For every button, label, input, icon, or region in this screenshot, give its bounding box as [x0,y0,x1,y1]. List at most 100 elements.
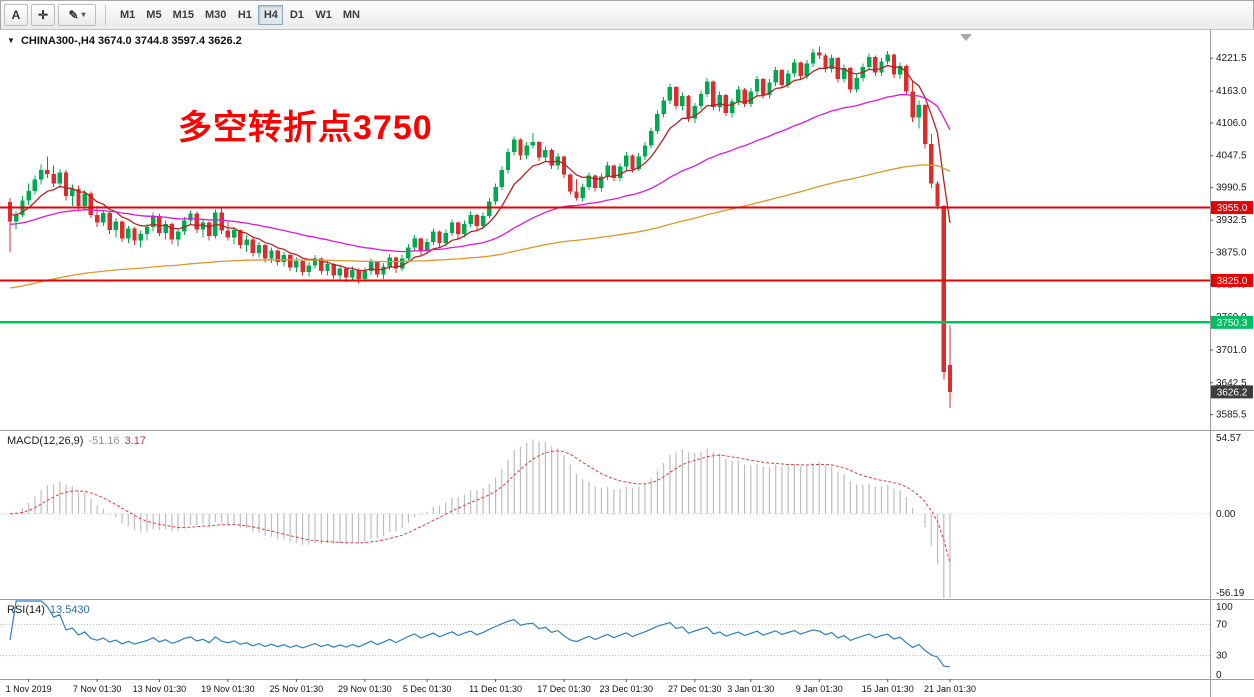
candle-body [132,228,137,241]
candle-body [661,100,666,114]
price-axis-label: 4163.0 [1216,86,1247,97]
candle-body [449,222,455,233]
candle-body [512,139,517,153]
time-axis-label: 7 Nov 01:30 [73,684,122,694]
candle-body [356,269,361,279]
candle-body [219,212,224,231]
candle-body [225,230,231,238]
cursor-tool-button[interactable]: A [4,3,28,26]
candle-body [113,221,119,230]
timeframe-button-d1[interactable]: D1 [284,5,309,25]
rsi-line [9,600,951,668]
candle-body [38,170,44,180]
candle-body [916,104,922,118]
candle-body [32,179,38,191]
candle-body [399,258,405,269]
timeframe-button-w1[interactable]: W1 [310,5,337,25]
symbol-period-label: CHINA300-,H4 [20,35,95,47]
time-axis-label: 29 Nov 01:30 [338,684,392,694]
pencil-icon: ✎ [68,7,79,22]
candle-body [281,255,287,262]
candle-body [437,231,442,243]
candle-body [686,96,691,119]
timeframe-button-m5[interactable]: M5 [141,5,166,25]
horizontal-level-lines[interactable] [0,206,1210,324]
timeframe-button-mn[interactable]: MN [338,5,365,25]
price-tag-3750.3-label: 3750.3 [1217,318,1248,329]
candles [7,46,953,409]
candle-body [935,183,940,206]
candle-body [393,257,399,269]
candle-body [474,214,480,227]
timeframe-button-h1[interactable]: H1 [232,5,257,25]
candle-body [343,268,349,278]
timeframe-button-m15[interactable]: M15 [168,5,199,25]
candle-body [63,172,69,196]
candle-body [51,173,56,184]
current-price-tag [1211,385,1253,399]
candle-body [736,89,741,102]
timeframe-button-h4[interactable]: H4 [258,4,284,25]
candle-body [138,233,143,241]
moving-average-lines [9,64,951,289]
candle-body [873,56,878,73]
candle-body [854,78,859,90]
candle-body [7,201,13,222]
candle-body [269,250,274,259]
candle-body [169,223,175,240]
axis-labels: 4221.5 4163.0 4106.0 4047.5 3990.5 3932.5 3875… [6,34,1253,694]
candle-body [207,222,212,237]
candle-body [238,230,243,246]
price-tag-3750.3 [1211,315,1253,329]
candle-body [574,191,579,199]
candle-body [561,156,567,175]
candle-body [275,250,280,262]
candle-body [692,106,697,119]
candle-body [922,104,928,145]
candle-body [717,94,722,108]
price-axis-label: 3875.0 [1216,247,1247,258]
candle-body [337,268,343,276]
macd-main-value: -51.16 [88,435,120,447]
candle-body [194,213,199,230]
price-chart-svg[interactable]: 4221.5 4163.0 4106.0 4047.5 3990.5 3932.5 3875… [0,30,1254,697]
price-tag-3955.0 [1211,201,1253,215]
rsi-indicator-label: RSI(14) 13.5430 [7,604,90,616]
candle-body [107,213,112,230]
candle-body [362,270,368,279]
candle-body [617,166,623,178]
candle-body [45,170,50,174]
drawing-tools-drop[interactable]: ✎ ▾ [58,3,96,26]
candle-body [711,81,716,108]
chart-toolbar: A ✛ ✎ ▾ M1 M5 M15 M30 H1 H4 D1 W1 MN [0,0,1254,30]
candle-body [518,139,523,156]
time-axis-label: 27 Dec 01:30 [668,684,722,694]
candle-body [767,82,772,95]
candle-body [150,215,156,228]
time-axis-label: 1 Nov 2019 [6,684,52,694]
candle-body [891,54,897,75]
timeframe-button-m1[interactable]: M1 [115,5,140,25]
time-axis-label: 3 Jan 01:30 [727,684,774,694]
chart-area[interactable]: 4221.5 4163.0 4106.0 4047.5 3990.5 3932.5 3875… [0,30,1254,697]
chart-shift-marker [960,34,972,41]
rsi-scale-label: 0 [1216,670,1222,681]
candle-body [319,258,324,271]
macd-scale-label: 0.00 [1216,509,1236,520]
candle-body [611,165,617,178]
rsi-name: RSI(14) [7,604,45,616]
macd-scale-label: -56.19 [1216,588,1245,599]
timeframe-button-m30[interactable]: M30 [200,5,231,25]
time-axis-label: 15 Jan 01:30 [862,684,914,694]
crosshair-tool-button[interactable]: ✛ [31,3,55,26]
candle-body [14,214,19,222]
candle-body [294,260,299,268]
candle-body [487,201,492,216]
candle-body [698,93,704,107]
candle-body [705,81,710,94]
candle-body [929,144,934,184]
candle-body [468,214,473,224]
price-axis-label: 3932.5 [1216,215,1247,226]
macd-scale-label: 54.57 [1216,433,1241,444]
